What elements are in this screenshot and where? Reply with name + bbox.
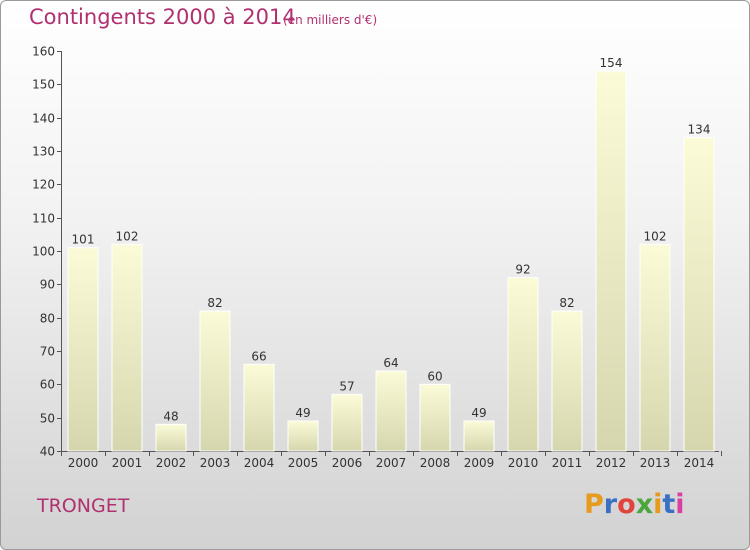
x-tick-label-2011: 2011 [552,456,583,470]
y-tick-label: 80 [40,312,55,326]
chart-subtitle: (en milliers d'€) [283,13,378,27]
bar-2002 [155,423,187,452]
data-label-2013: 102 [644,229,667,243]
y-tick-label: 150 [32,78,55,92]
x-tick-label-2000: 2000 [68,456,99,470]
x-tick-label-2007: 2007 [376,456,407,470]
bar-2013 [639,243,671,452]
y-tick-label: 60 [40,378,55,392]
y-tick-label: 130 [32,145,55,159]
bar-2000 [67,247,99,452]
bar-2009 [463,420,495,452]
bar-2003 [199,310,231,452]
data-label-2006: 57 [339,379,354,393]
logo-letter: i [675,489,685,520]
proxiti-logo: Proxiti [584,489,685,520]
logo-letter: r [603,489,618,520]
bar-2010 [507,277,539,452]
bar-2006 [331,393,363,452]
bar-2001 [111,243,143,452]
bar-2008 [419,383,451,452]
data-label-2008: 60 [427,369,442,383]
data-label-2014: 134 [688,123,711,137]
data-label-2003: 82 [207,296,222,310]
chart-bars [67,70,715,452]
bar-2014 [683,137,715,452]
x-tick-label-2002: 2002 [156,456,187,470]
chart-axes: 40 50 60 70 80 90 100 110 120 130 140 150 160 2000 200… [32,45,722,470]
data-label-2001: 102 [116,229,139,243]
logo-letter: P [584,489,604,520]
data-label-2007: 64 [383,356,398,370]
y-tick-label: 100 [32,245,55,259]
data-label-2002: 48 [163,409,178,423]
x-tick-label-2014: 2014 [684,456,715,470]
x-tick-label-2004: 2004 [244,456,275,470]
y-tick-label: 70 [40,345,55,359]
data-label-2011: 82 [559,296,574,310]
commune-name: TRONGET [37,495,130,517]
bar-2012 [595,70,627,452]
y-tick-label: 140 [32,112,55,126]
x-tick-label-2006: 2006 [332,456,363,470]
x-tick-label-2013: 2013 [640,456,671,470]
y-tick-label: 40 [40,445,55,459]
logo-letter: x [635,489,654,520]
logo-letter: t [662,489,676,520]
bar-2011 [551,310,583,452]
data-label-2010: 92 [515,263,530,277]
y-tick-label: 110 [32,212,55,226]
y-tick-label: 120 [32,178,55,192]
bar-2005 [287,420,319,452]
x-tick-label-2001: 2001 [112,456,143,470]
logo-letter: o [617,489,636,520]
bar-2004 [243,363,275,452]
x-tick-label-2012: 2012 [596,456,627,470]
logo-letter: i [653,489,663,520]
y-tick-label: 90 [40,278,55,292]
x-tick-label-2003: 2003 [200,456,231,470]
y-tick-label: 50 [40,412,55,426]
bar-2007 [375,370,407,452]
data-label-2005: 49 [295,406,310,420]
x-tick-label-2008: 2008 [420,456,451,470]
data-label-2004: 66 [251,349,266,363]
chart-data-labels: 101 102 48 82 66 49 57 64 60 49 92 82 154 102 134 [72,56,711,423]
x-tick-label-2010: 2010 [508,456,539,470]
chart-title: Contingents 2000 à 2014 [29,5,296,29]
x-tick-label-2005: 2005 [288,456,319,470]
data-label-2009: 49 [471,406,486,420]
x-tick-label-2009: 2009 [464,456,495,470]
data-label-2012: 154 [600,56,623,70]
data-label-2000: 101 [72,233,95,247]
y-tick-label: 160 [32,45,55,59]
